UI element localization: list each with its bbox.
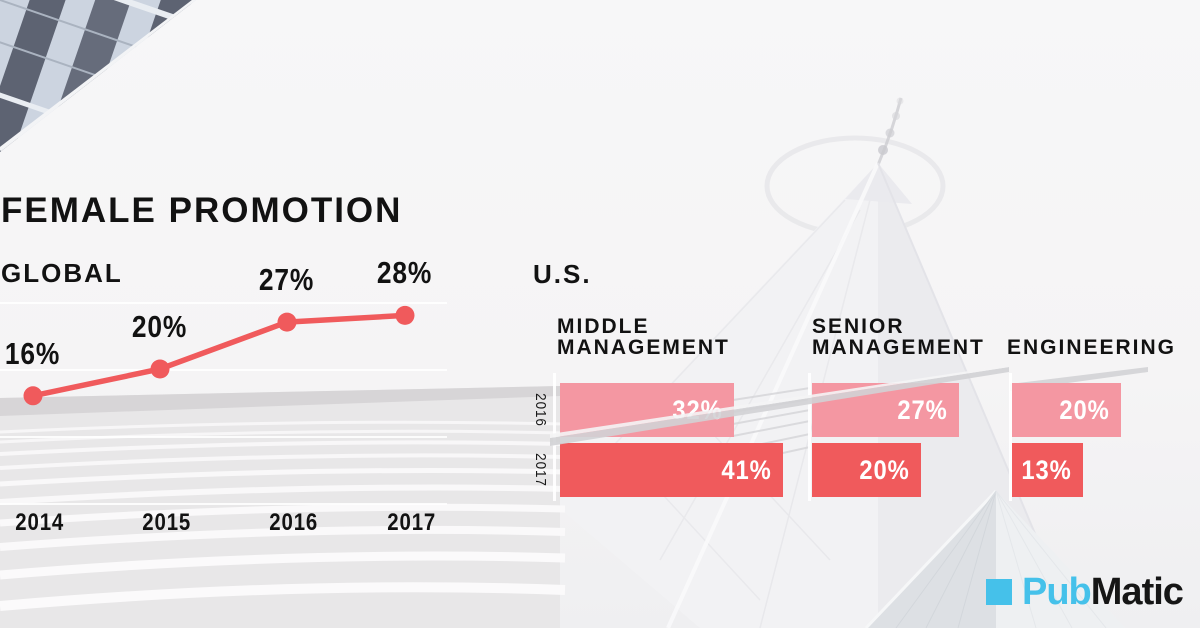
bar-engineering-2016: 20%: [1012, 383, 1121, 437]
row-label-2017: 2017: [532, 453, 549, 487]
x-axis-label-2016: 2016: [269, 509, 319, 536]
global-region-label: GLOBAL: [1, 258, 123, 288]
bar-middle-management-2016: 32%: [560, 383, 734, 437]
separator-line: [808, 373, 811, 501]
bar-engineering-2017: 13%: [1012, 443, 1083, 497]
point-label-2017: 28%: [377, 255, 433, 291]
bar-value-label: 20%: [1059, 394, 1110, 425]
x-axis-label-2014: 2014: [15, 509, 65, 536]
bar-value-label: 13%: [1021, 454, 1072, 485]
bar-middle-management-2017: 41%: [560, 443, 783, 497]
bar-value-label: 20%: [859, 454, 910, 485]
page-title: FEMALE PROMOTION: [1, 191, 403, 230]
bar-value-label: 27%: [897, 394, 948, 425]
building-bottom-right: [864, 489, 1125, 628]
oculus-ribs: [0, 386, 566, 628]
us-region-label: U.S.: [533, 259, 592, 289]
separator-line: [553, 373, 556, 501]
group-title-middle-management: MIDDLE MANAGEMENT: [557, 315, 730, 359]
point-label-2016: 27%: [259, 262, 315, 298]
logo-text: PubMatic: [1022, 571, 1184, 613]
bar-senior-management-2017: 20%: [812, 443, 921, 497]
spire: [764, 97, 946, 237]
bar-senior-management-2016: 27%: [812, 383, 959, 437]
group-title-engineering: ENGINEERING: [1007, 336, 1177, 359]
pubmatic-logo: PubMatic: [986, 571, 1184, 613]
point-label-2014: 16%: [5, 335, 61, 371]
x-axis-label-2015: 2015: [142, 509, 192, 536]
logo-square-icon: [986, 579, 1012, 605]
bar-value-label: 32%: [672, 394, 723, 425]
separator-line: [1009, 373, 1012, 501]
point-label-2015: 20%: [132, 309, 188, 344]
row-label-2016: 2016: [532, 393, 549, 427]
x-axis-label-2017: 2017: [387, 509, 437, 536]
bar-value-label: 41%: [721, 454, 772, 485]
group-title-senior-management: SENIOR MANAGEMENT: [812, 315, 985, 359]
